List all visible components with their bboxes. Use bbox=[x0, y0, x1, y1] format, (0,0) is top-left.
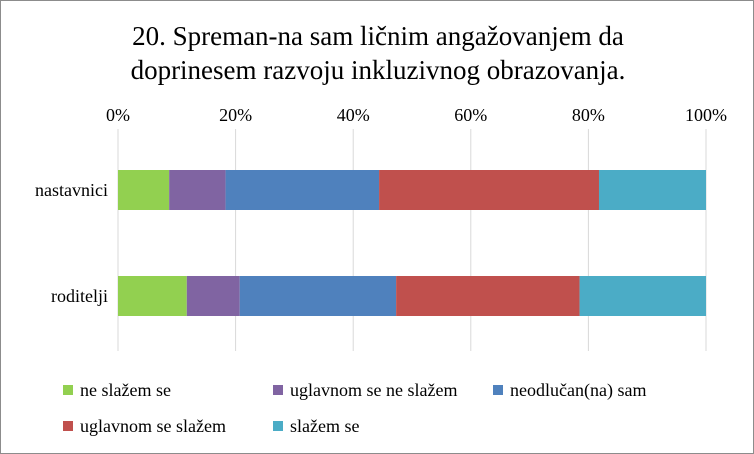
x-tick-label: 0% bbox=[106, 105, 130, 125]
bar-segment bbox=[598, 170, 706, 210]
legend-label: neodlučan(na) sam bbox=[510, 379, 647, 400]
x-tick-label: 60% bbox=[454, 105, 487, 125]
bars bbox=[118, 170, 706, 316]
legend-swatch bbox=[493, 385, 503, 395]
category-label: nastavnici bbox=[35, 180, 108, 200]
bar-segment bbox=[169, 170, 226, 210]
legend-swatch bbox=[63, 421, 73, 431]
gridlines bbox=[117, 129, 707, 351]
category-labels: nastavnici roditelji bbox=[35, 180, 108, 306]
bar-segment bbox=[239, 276, 397, 316]
legend-item: slažem se bbox=[273, 415, 359, 437]
bar-segment bbox=[118, 276, 187, 316]
chart-title: 20. Spreman-na sam ličnim angažovanjem d… bbox=[21, 19, 735, 87]
legend-swatch bbox=[273, 385, 283, 395]
chart-title-line-2: doprinesem razvoju inkluzivnog obrazovan… bbox=[130, 55, 626, 85]
legend-label: uglavnom se slažem bbox=[80, 415, 226, 436]
bar-segment bbox=[379, 170, 599, 210]
legend-item: uglavnom se ne slažem bbox=[273, 379, 457, 401]
x-tick-label: 20% bbox=[219, 105, 252, 125]
bar-segment bbox=[579, 276, 706, 316]
legend-label: ne slažem se bbox=[80, 379, 171, 400]
legend-item: uglavnom se slažem bbox=[63, 415, 226, 437]
legend-label: uglavnom se ne slažem bbox=[290, 379, 458, 400]
bar-segment bbox=[186, 276, 240, 316]
x-tick-label: 80% bbox=[572, 105, 605, 125]
x-tick-label: 100% bbox=[685, 105, 727, 125]
legend-swatch bbox=[63, 385, 73, 395]
bar-segment bbox=[396, 276, 580, 316]
bar-segment bbox=[225, 170, 380, 210]
x-tick-label: 40% bbox=[337, 105, 370, 125]
x-tick-labels: 0% 20% 40% 60% 80% 100% bbox=[106, 105, 727, 125]
bar-segment bbox=[118, 170, 170, 210]
category-label: roditelji bbox=[51, 286, 108, 306]
legend-item: ne slažem se bbox=[63, 379, 171, 401]
chart-title-line-1: 20. Spreman-na sam ličnim angažovanjem d… bbox=[132, 21, 624, 51]
legend-swatch bbox=[273, 421, 283, 431]
legend-label: slažem se bbox=[290, 415, 360, 436]
legend-item: neodlučan(na) sam bbox=[493, 379, 646, 401]
